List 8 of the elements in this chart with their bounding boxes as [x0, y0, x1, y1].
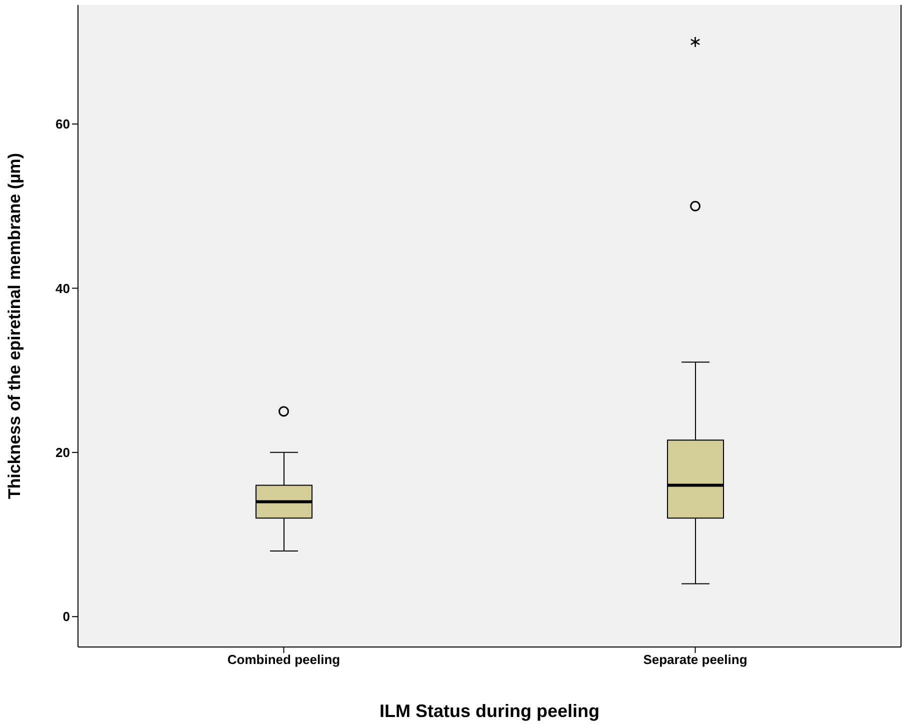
x-tick-label: Separate peeling	[643, 652, 748, 668]
y-tick-label: 20	[56, 445, 70, 460]
y-tick-label: 40	[56, 280, 70, 296]
y-tick-label: 0	[62, 609, 70, 624]
x-axis-title: ILM Status during peeling	[380, 701, 600, 721]
y-axis-title: Thickness of the epiretinal membrane (µm)	[5, 152, 24, 500]
x-tick-label: Combined peeling	[227, 652, 340, 668]
y-tick-label: 60	[56, 116, 70, 132]
